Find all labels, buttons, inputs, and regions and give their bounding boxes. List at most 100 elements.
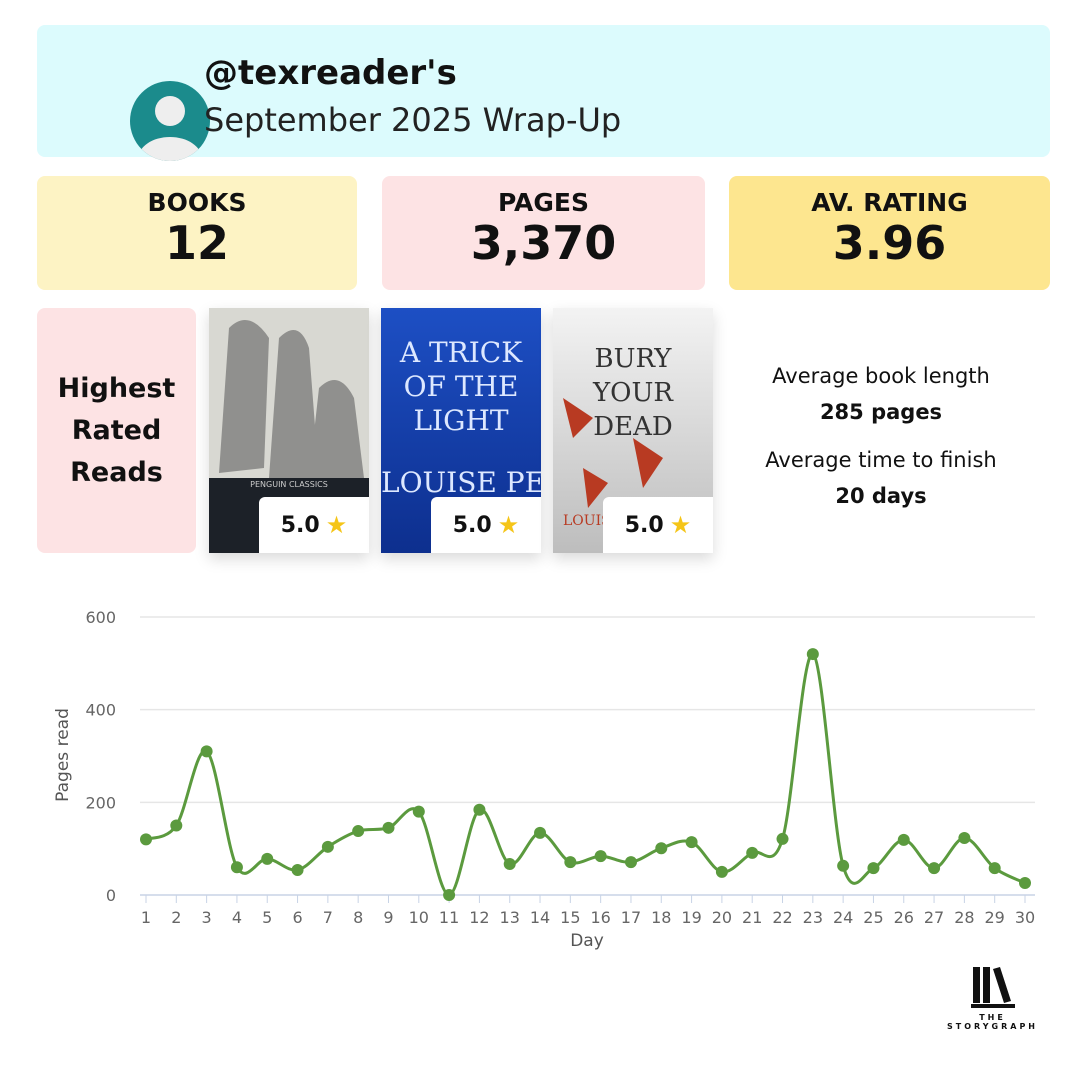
y-tick-label: 200 [85,793,116,812]
point [867,862,880,875]
point [443,889,456,901]
y-tick-label: 400 [85,701,116,720]
book-cover: PENGUIN CLASSICS 5.0 ★ [209,308,369,553]
x-tick-label: 22 [772,908,792,927]
x-tick-label: 11 [439,908,459,927]
point [1019,876,1031,889]
avg-label: Average time to finish [765,448,997,472]
point [170,819,183,832]
x-tick-label: 25 [863,908,883,927]
logo-text: STORYGRAPH [946,1022,1038,1031]
highest-card: Highest Rated Reads [37,308,196,553]
stat-label: BOOKS [147,188,247,217]
line [145,652,1026,897]
x-tick-label: 24 [833,908,853,927]
avg-value: 285 pages [819,400,943,424]
handle: @texreader's [204,53,457,93]
point [897,833,910,846]
x-tick-label: 23 [803,908,823,927]
point [685,836,698,849]
x-tick-label: 2 [171,908,181,927]
stat-value: 3.96 [832,216,947,270]
stat-label: AV. RATING [811,188,968,217]
x-tick-label: 5 [262,908,272,927]
point [352,825,365,838]
x-tick-label: 4 [232,908,242,927]
book-cover: BURY YOUR DEAD LOUISE PENNY 5.0★ [553,308,713,553]
logo: THE STORYGRAPH [935,965,1050,1031]
point [958,832,971,845]
avatar [130,81,210,161]
y-tick-label: 0 [106,886,116,905]
logo-mark [970,967,1015,1008]
x-tick-label: 9 [383,908,393,927]
x-tick-label: 7 [323,908,333,927]
point [564,856,577,869]
subtitle: September 2025 Wrap-Up [204,101,622,139]
x-tick-label: 15 [560,908,580,927]
point [261,852,274,865]
x-tick-label: 3 [202,908,212,927]
x-tick-label: 14 [530,908,550,927]
rating: 5.0 [452,512,492,538]
x-tick-label: 6 [292,908,302,927]
cover-text: PENGUIN CLASSICS [250,480,328,489]
point [776,832,789,845]
point [988,862,1001,875]
point [928,862,941,875]
x-tick-label: 12 [469,908,489,927]
x-tick-label: 10 [409,908,429,927]
x-tick-label: 18 [651,908,671,927]
point [746,846,759,859]
rating: 5.0 [624,512,664,538]
point [806,648,819,661]
x-tick-label: 19 [681,908,701,927]
x-axis-title: Day [570,931,604,951]
x-tick-label: 21 [742,908,762,927]
point [140,833,152,846]
point [655,842,668,855]
point [321,840,334,853]
point [594,850,607,863]
rating-badge: 5.0 ★ [431,497,541,553]
cover-author: LOUISE PENNY [381,466,541,499]
stat-card: BOOKS 12 [37,176,357,290]
y-tick-label: 600 [85,608,116,627]
stat-label: PAGES [498,188,589,217]
x-tick-label: 29 [985,908,1005,927]
x-tick-label: 1 [141,908,151,927]
point [715,865,728,878]
point [291,863,304,876]
book-cover: A TRICK OF THE LIGHT LOUISE PENNY 5.0★ [381,308,541,553]
stat-card: AV. RATING 3.96 [729,176,1050,290]
x-tick-label: 16 [590,908,610,927]
point [473,803,486,816]
x-tick-label: 13 [500,908,520,927]
point [837,859,850,872]
rating-badge: 5.0 ★ [603,497,713,553]
point [200,745,213,758]
cover-text: BURY YOUR DEAD [593,344,673,442]
x-tick-label: 26 [894,908,914,927]
point [624,856,637,869]
header: @texreader's September 2025 Wrap-Up [37,25,1050,161]
point [230,861,243,874]
stat-value: 12 [164,216,229,270]
point [382,821,395,834]
stat-value: 3,370 [470,216,617,270]
averages: Average book length 285 pages Average ti… [730,358,1032,514]
highest-title: Highest Rated Reads [57,372,176,488]
point [503,857,516,870]
point [534,826,547,839]
x-tick-label: 30 [1015,908,1035,927]
x-tick-label: 17 [621,908,641,927]
avg-label: Average book length [772,364,990,388]
cover-text: A TRICK OF THE LIGHT [399,336,523,437]
point [412,805,425,818]
x-tick-label: 8 [353,908,363,927]
logo-text: THE [979,1013,1006,1022]
rating-badge: 5.0 ★ [259,497,369,553]
avg-value: 20 days [835,484,927,508]
